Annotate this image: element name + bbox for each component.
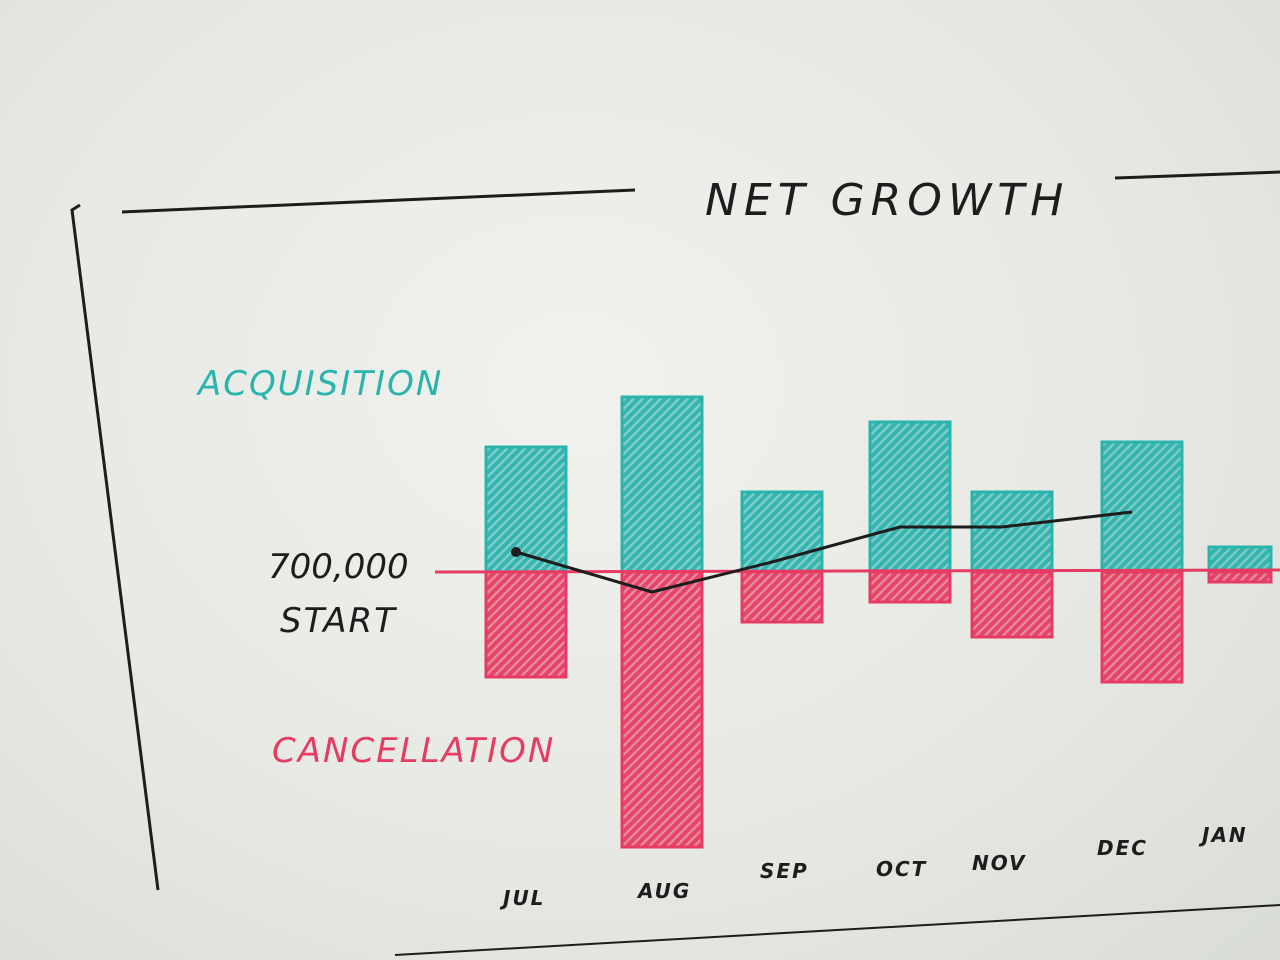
net-growth-line-layer [511, 510, 1133, 594]
month-labels: JUL AUG SEP OCT NOV DEC JAN [499, 823, 1248, 910]
net-growth-start-point [511, 547, 521, 557]
month-label-sep: SEP [760, 859, 809, 883]
cancellation-bar-jul [484, 570, 568, 679]
frame-bottom-line [394, 904, 1280, 956]
month-label-jul: JUL [499, 886, 545, 910]
month-label-nov: NOV [972, 851, 1027, 875]
cancellation-bar-jan [1207, 570, 1273, 584]
frame-top-right-line [1114, 170, 1280, 180]
chart-title: NET GROWTH [705, 175, 1069, 226]
month-label-oct: OCT [876, 857, 927, 881]
acquisition-bar-oct [868, 420, 952, 574]
acquisition-bar-jan [1207, 545, 1273, 574]
acquisition-bar-aug [620, 395, 704, 574]
acquisition-bar-dec [1100, 440, 1184, 574]
month-label-dec: DEC [1097, 836, 1148, 860]
cancellation-bar-oct [868, 570, 952, 604]
cancellation-bar-dec [1100, 570, 1184, 684]
frame-left-line [70, 203, 160, 891]
cancellation-bar-sep [740, 570, 824, 624]
acquisition-bar-jul [484, 445, 568, 574]
baseline-line [434, 568, 1280, 574]
net-growth-line [515, 510, 1133, 594]
start-label: START [280, 601, 397, 641]
frame-top-left-line [121, 188, 636, 214]
acquisition-bar-nov [970, 490, 1054, 574]
legend-cancellation: CANCELLATION [272, 731, 555, 771]
legend-acquisition: ACQUISITION [196, 364, 443, 404]
start-value: 700,000 [268, 547, 409, 587]
cancellation-bar-aug [620, 570, 704, 849]
month-label-jan: JAN [1198, 823, 1248, 847]
bars-layer [484, 395, 1273, 849]
cancellation-bar-nov [970, 570, 1054, 639]
month-label-aug: AUG [636, 879, 691, 903]
